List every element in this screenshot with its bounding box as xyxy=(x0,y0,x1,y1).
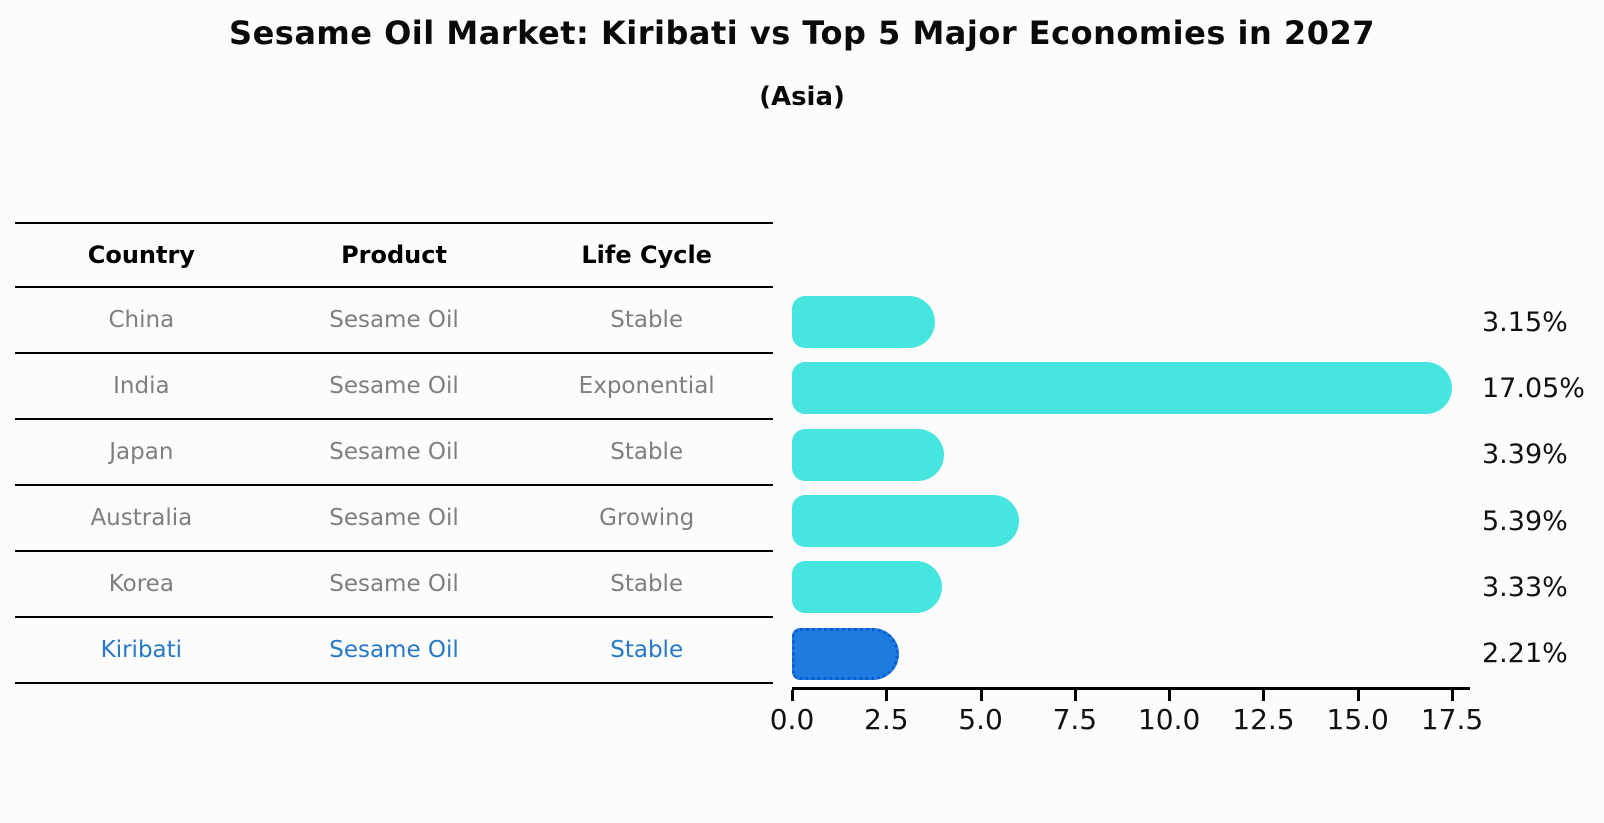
value-label-australia: 5.39% xyxy=(1482,505,1568,537)
bar-australia xyxy=(792,495,1020,548)
table-row-china: China Sesame Oil Stable xyxy=(15,288,773,354)
table-header-row: Country Product Life Cycle xyxy=(15,222,773,288)
x-tick-label: 0.0 xyxy=(769,703,815,736)
chart-subtitle: (Asia) xyxy=(759,82,845,112)
bar-row xyxy=(792,488,1452,554)
bar-korea xyxy=(792,561,942,614)
tick-mark xyxy=(791,690,794,701)
header-country: Country xyxy=(87,241,195,269)
table-row-japan: Japan Sesame Oil Stable xyxy=(15,420,773,486)
cell-product: Sesame Oil xyxy=(329,439,459,465)
x-tick-label: 12.5 xyxy=(1232,703,1295,736)
cell-product: Sesame Oil xyxy=(329,373,459,399)
cell-country: Australia xyxy=(90,505,193,531)
x-axis: 0.0 2.5 5.0 7.5 10.0 12.5 15.0 17.5 xyxy=(770,690,1483,740)
data-table: Country Product Life Cycle China Sesame … xyxy=(15,222,773,684)
bar-india xyxy=(792,362,1452,415)
table-row-india: India Sesame Oil Exponential xyxy=(15,354,773,420)
cell-country: India xyxy=(113,373,170,399)
value-label-japan: 3.39% xyxy=(1482,439,1568,471)
bar-row xyxy=(792,355,1452,421)
bar-chart xyxy=(792,289,1452,687)
bar-japan xyxy=(792,428,944,481)
x-tick-label: 7.5 xyxy=(1052,703,1098,736)
page-title: Sesame Oil Market: Kiribati vs Top 5 Maj… xyxy=(229,14,1375,52)
cell-country: China xyxy=(108,307,175,333)
cell-life-cycle: Stable xyxy=(610,307,684,333)
header-product: Product xyxy=(341,241,447,269)
tick-mark xyxy=(1356,690,1360,701)
tick-mark xyxy=(1168,690,1172,701)
cell-life-cycle: Exponential xyxy=(578,373,715,399)
cell-product: Sesame Oil xyxy=(329,505,459,531)
value-labels-column: 3.15% 17.05% 3.39% 5.39% 3.33% 2.21% xyxy=(1482,289,1602,687)
tick-mark xyxy=(979,690,983,701)
bar-row xyxy=(792,554,1452,620)
x-tick-label: 10.0 xyxy=(1137,703,1201,736)
bar-row xyxy=(792,422,1452,488)
cell-product: Sesame Oil xyxy=(329,637,459,663)
x-tick-label: 15.0 xyxy=(1326,703,1389,736)
x-tick-label: 5.0 xyxy=(958,703,1003,736)
bar-china xyxy=(792,296,935,349)
x-tick-label: 17.5 xyxy=(1420,703,1484,736)
cell-life-cycle: Growing xyxy=(599,505,695,531)
cell-country: Kiribati xyxy=(100,637,183,663)
cell-life-cycle: Stable xyxy=(610,439,684,465)
value-label-kiribati: 2.21% xyxy=(1482,638,1568,670)
table-row-australia: Australia Sesame Oil Growing xyxy=(15,486,773,552)
cell-country: Korea xyxy=(108,571,174,597)
cell-country: Japan xyxy=(109,439,174,465)
tick-mark xyxy=(1451,690,1454,701)
x-axis-line xyxy=(792,687,1470,690)
value-label-india: 17.05% xyxy=(1482,372,1585,404)
tick-mark xyxy=(1073,690,1077,701)
tick-mark xyxy=(1262,690,1266,701)
header-life-cycle: Life Cycle xyxy=(581,241,712,269)
cell-life-cycle: Stable xyxy=(610,637,684,663)
bar-row xyxy=(792,289,1452,355)
value-label-korea: 3.33% xyxy=(1482,571,1568,603)
value-label-china: 3.15% xyxy=(1482,306,1568,338)
bar-row xyxy=(792,621,1452,687)
bar-kiribati-highlighted xyxy=(792,627,900,680)
x-tick-label: 2.5 xyxy=(864,703,909,736)
cell-product: Sesame Oil xyxy=(329,307,459,333)
cell-life-cycle: Stable xyxy=(610,571,684,597)
table-row-korea: Korea Sesame Oil Stable xyxy=(15,552,773,618)
tick-mark xyxy=(885,690,889,701)
cell-product: Sesame Oil xyxy=(329,571,459,597)
table-row-kiribati: Kiribati Sesame Oil Stable xyxy=(15,618,773,684)
